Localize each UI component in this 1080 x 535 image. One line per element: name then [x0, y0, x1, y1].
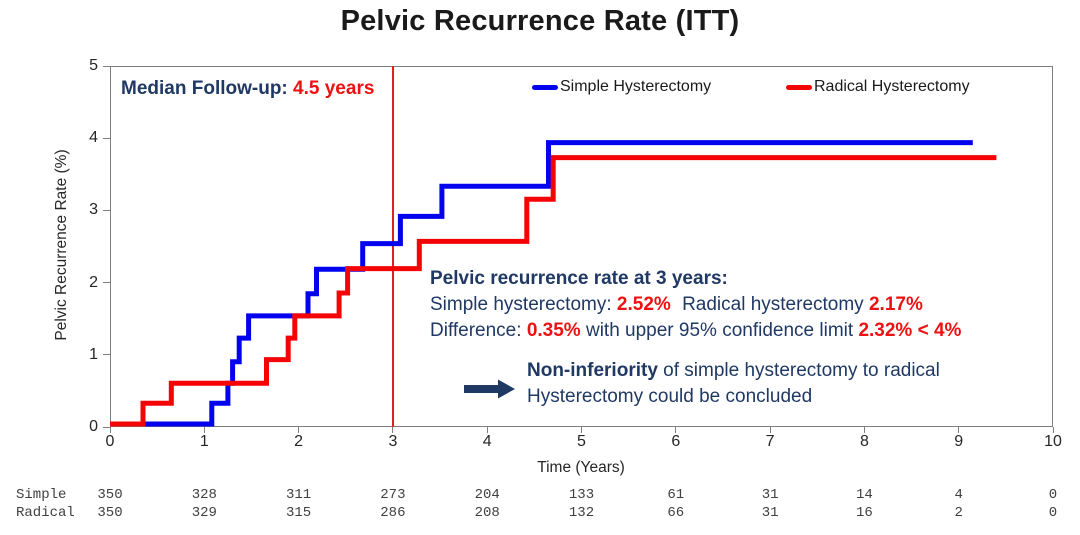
risk-cell: 311 [285, 487, 312, 503]
x-tick-mark-10 [1052, 427, 1054, 433]
simple-rate-label: Simple hysterectomy: [430, 294, 612, 315]
x-tick-mark-7 [769, 427, 771, 433]
noninferiority-line1-rest: of simple hysterectomy to radical [663, 360, 940, 381]
y-tick-mark-2 [103, 282, 110, 284]
y-tick-label-5: 5 [89, 57, 98, 74]
y-tick-mark-3 [103, 209, 110, 211]
risk-cell: 31 [761, 505, 779, 521]
median-followup-label: Median Follow-up: [121, 78, 288, 99]
difference-value: 0.35% [526, 320, 581, 341]
risk-row-label-radical: Radical [16, 505, 75, 521]
risk-cell: 350 [97, 505, 123, 521]
difference-limit-value: 2.32% < 4% [858, 320, 962, 341]
y-tick-label-4: 4 [89, 129, 98, 147]
y-axis-title: Pelvic Recurrence Rate (%) [53, 149, 70, 341]
risk-cell: 315 [285, 505, 312, 521]
x-tick-label-6: 6 [671, 433, 681, 450]
legend-item-simple: Simple Hysterectomy [532, 78, 711, 96]
simple-rate-value: 2.52% [616, 294, 671, 315]
risk-row-label-simple: Simple [16, 487, 67, 503]
radical-hysterectomy-line-swatch [786, 84, 812, 90]
x-tick-label-4: 4 [482, 433, 492, 450]
x-tick-label-7: 7 [765, 433, 775, 450]
median-followup-value: 4.5 years [293, 78, 375, 99]
x-tick-mark-0 [109, 427, 111, 433]
x-tick-label-3: 3 [388, 433, 398, 450]
risk-cell: 208 [474, 505, 500, 521]
risk-cell: 4 [954, 487, 963, 503]
risk-table-row-radical: Radical 350 329 315 286 208 132 66 31 16 2 0 [0, 505, 1080, 523]
x-tick-mark-3 [392, 427, 394, 433]
stats-line-difference: Difference: 0.35% with upper 95% confide… [430, 318, 961, 344]
y-tick-mark-1 [103, 354, 110, 356]
risk-table-row-simple: Simple 350 328 311 273 204 133 61 31 14 4 0 [0, 487, 1080, 505]
x-tick-mark-2 [298, 427, 300, 433]
y-tick-mark-0 [103, 426, 110, 428]
risk-cell: 0 [1048, 505, 1058, 521]
risk-cell: 132 [568, 505, 595, 521]
x-axis-title: Time (Years) [537, 459, 625, 476]
y-tick-label-0: 0 [89, 418, 98, 435]
difference-label: Difference: [430, 320, 522, 341]
risk-cell: 0 [1048, 487, 1058, 503]
y-tick-label-3: 3 [89, 201, 98, 219]
x-tick-label-8: 8 [859, 433, 869, 450]
risk-cell: 328 [191, 487, 217, 503]
risk-cell: 286 [380, 505, 406, 521]
risk-cell: 329 [191, 505, 217, 521]
median-followup-annotation: Median Follow-up: 4.5 years [121, 78, 374, 100]
risk-cell: 2 [954, 505, 963, 521]
x-tick-label-2: 2 [294, 433, 304, 450]
chart-title: Pelvic Recurrence Rate (ITT) [340, 5, 740, 37]
risk-cell: 273 [380, 487, 406, 503]
legend-item-radical: Radical Hysterectomy [786, 78, 970, 96]
risk-cell: 204 [474, 487, 500, 503]
y-tick-label-2: 2 [89, 273, 98, 291]
noninferiority-bold-lead: Non-inferiority [527, 360, 658, 381]
reference-line-3-years [392, 66, 394, 427]
risk-cell: 14 [855, 487, 873, 503]
conclusion-arrow-icon [464, 379, 516, 404]
risk-cell: 66 [667, 505, 685, 521]
stats-line-rates: Simple hysterectomy: 2.52% Radical hyste… [430, 292, 961, 318]
y-tick-mark-5 [103, 65, 110, 67]
radical-rate-value: 2.17% [868, 294, 923, 315]
x-tick-mark-4 [486, 427, 488, 433]
risk-cell: 31 [761, 487, 779, 503]
stats-heading: Pelvic recurrence rate at 3 years: [430, 268, 728, 289]
legend-label-simple: Simple Hysterectomy [560, 78, 712, 95]
noninferiority-conclusion: Non-inferiority of simple hysterectomy t… [527, 358, 940, 410]
x-tick-mark-6 [675, 427, 677, 433]
risk-cell: 133 [568, 487, 595, 503]
x-tick-label-1: 1 [199, 433, 209, 450]
x-tick-mark-8 [863, 427, 865, 433]
three-year-stats-annotation: Pelvic recurrence rate at 3 years: Simpl… [430, 266, 961, 344]
x-tick-mark-5 [581, 427, 582, 433]
radical-rate-label: Radical hysterectomy [682, 294, 864, 315]
x-tick-label-5: 5 [577, 433, 586, 450]
x-tick-mark-9 [958, 427, 960, 433]
risk-cell: 16 [855, 505, 873, 521]
x-tick-label-10: 10 [1044, 433, 1062, 450]
x-tick-label-0: 0 [105, 433, 115, 450]
noninferiority-line1: Non-inferiority of simple hysterectomy t… [527, 358, 940, 384]
noninferiority-line2: Hysterectomy could be concluded [527, 386, 813, 407]
y-tick-mark-4 [103, 137, 110, 139]
legend-label-radical: Radical Hysterectomy [814, 78, 970, 95]
y-tick-label-1: 1 [89, 345, 98, 363]
risk-cell: 61 [667, 487, 685, 503]
risk-cell: 350 [97, 487, 123, 503]
simple-hysterectomy-line-swatch [532, 84, 558, 90]
x-tick-label-9: 9 [954, 433, 964, 450]
x-tick-mark-1 [203, 427, 205, 433]
difference-mid-text: with upper 95% confidence limit [585, 320, 854, 341]
